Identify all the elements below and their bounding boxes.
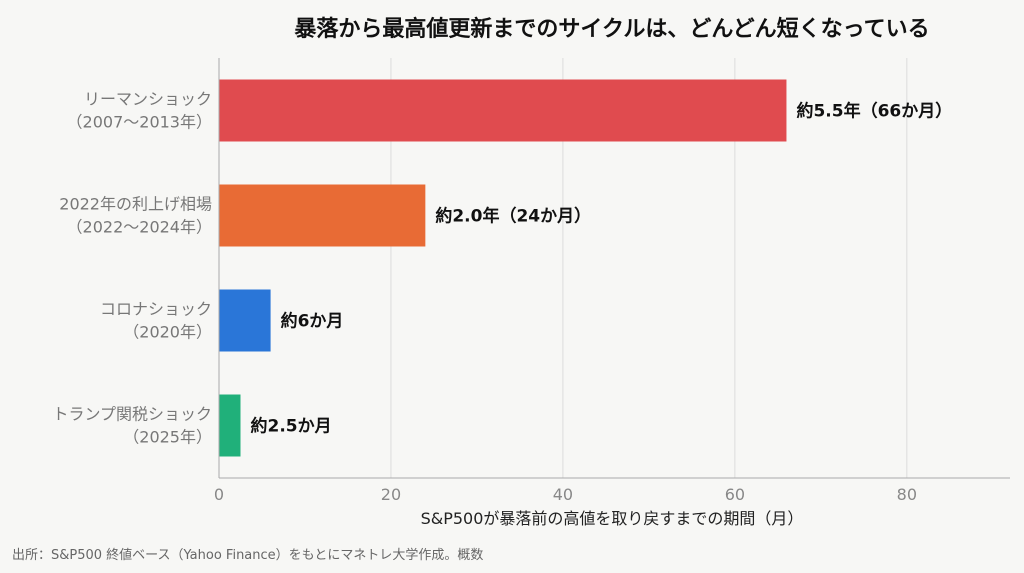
x-tick-label: 0 [214,485,224,504]
category-label: リーマンショック [84,90,212,109]
x-tick-label: 60 [725,485,745,504]
bar [219,394,241,457]
category-label: トランプ関税ショック [52,405,212,424]
data-label: 約2.0年（24か月） [435,206,591,227]
bar [219,184,426,247]
category-label: （2022〜2024年） [67,218,212,237]
x-tick-label: 20 [381,485,401,504]
x-tick-label: 40 [553,485,573,504]
x-axis-ticks: 0 20 40 60 80 [214,485,917,504]
category-labels: リーマンショック （2007〜2013年） 2022年の利上げ相場 （2022〜202… [52,90,212,447]
category-label: 2022年の利上げ相場 [59,195,212,214]
category-label: （2025年） [123,428,212,447]
category-label: （2020年） [123,323,212,342]
bar [219,289,271,352]
data-label: 約2.5か月 [250,416,331,437]
data-label: 約5.5年（66か月） [796,101,952,122]
data-label: 約6か月 [281,311,344,332]
bar [219,79,787,142]
source-note: 出所：S&P500 終値ベース（Yahoo Finance）をもとにマネトレ大学… [12,547,483,563]
chart-title: 暴落から最高値更新までのサイクルは、どんどん短くなっている [293,16,929,42]
category-label: コロナショック [100,300,212,319]
bars [219,79,787,457]
x-axis-title: S&P500が暴落前の高値を取り戻すまでの期間（月） [421,509,804,528]
category-label: （2007〜2013年） [67,113,212,132]
x-tick-label: 80 [897,485,917,504]
